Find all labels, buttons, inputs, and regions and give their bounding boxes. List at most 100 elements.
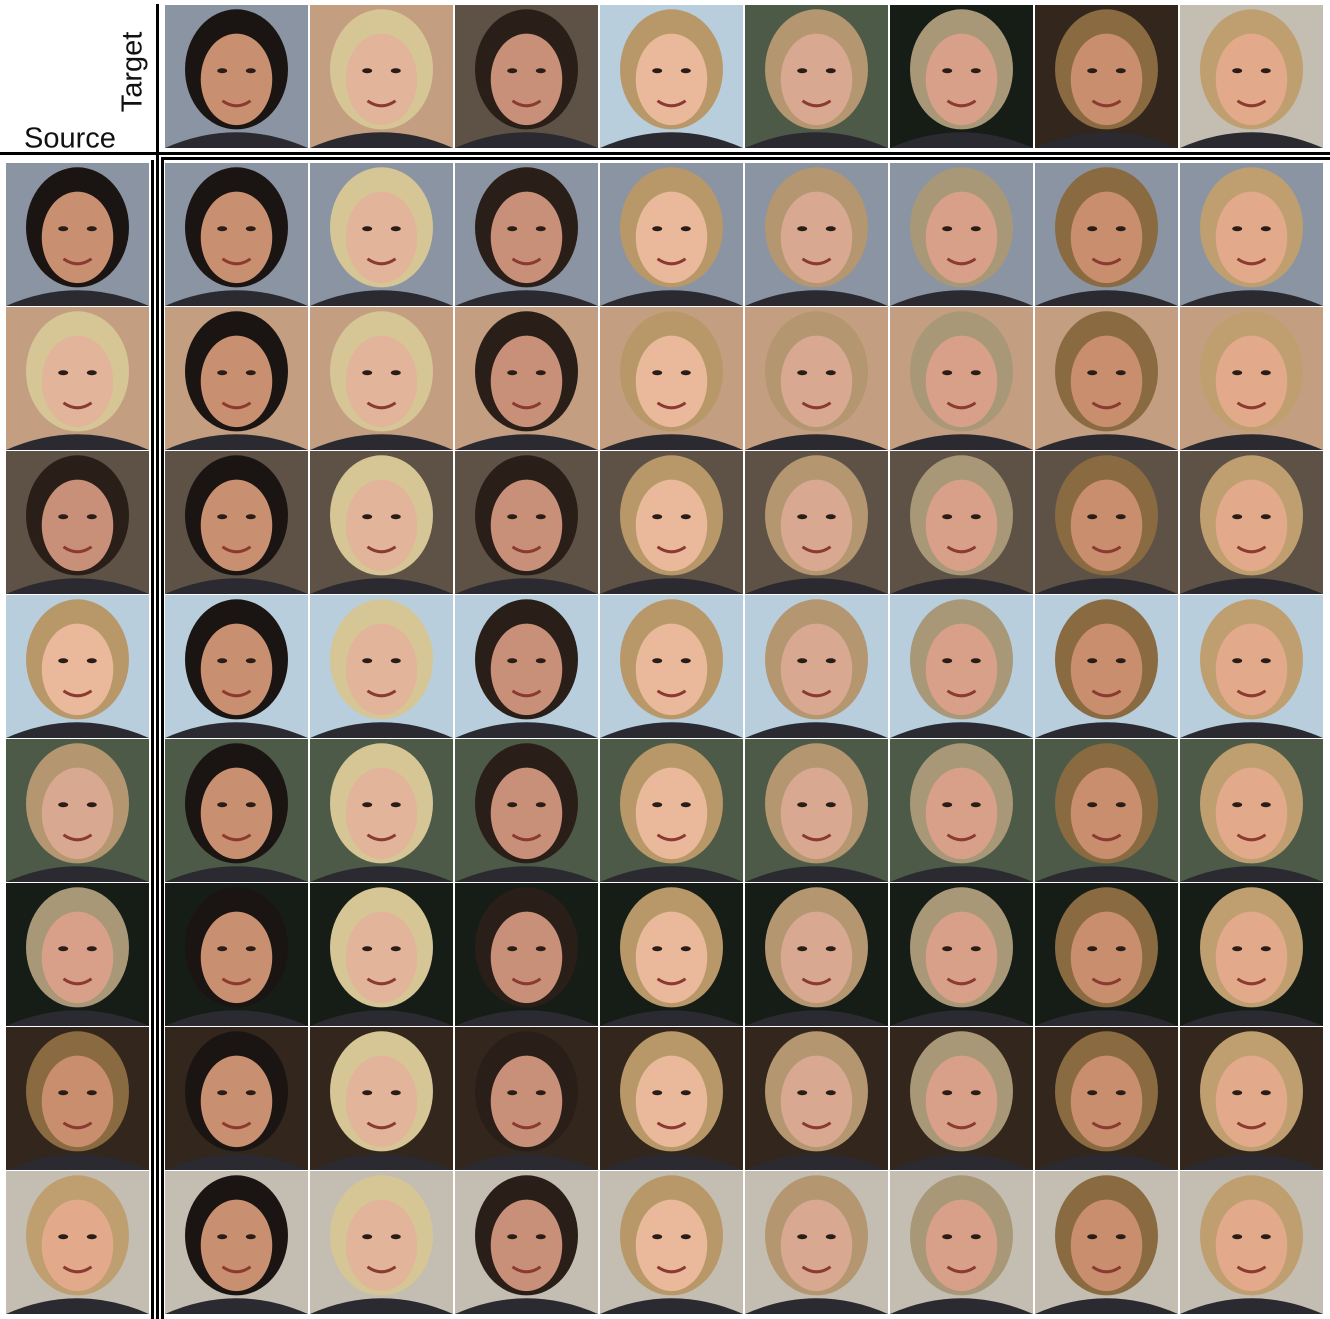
face [42, 336, 114, 428]
eye [797, 1090, 807, 1095]
face [636, 192, 708, 284]
eye [826, 1090, 836, 1095]
face-image [455, 307, 598, 450]
face-image [745, 1027, 888, 1170]
face [636, 34, 708, 126]
face-image [6, 739, 149, 882]
eye [217, 946, 227, 951]
face-image [455, 5, 598, 148]
eye [1087, 514, 1097, 519]
face [201, 1200, 273, 1292]
face-image [890, 1027, 1033, 1170]
eye [1232, 802, 1242, 807]
face [926, 34, 998, 126]
face [1216, 912, 1288, 1004]
eye [391, 514, 401, 519]
face [346, 1056, 418, 1148]
face-image [745, 739, 888, 882]
eye [58, 226, 68, 231]
face-image [310, 1171, 453, 1314]
eye [536, 1090, 546, 1095]
face [491, 768, 563, 860]
face-image [455, 1027, 598, 1170]
face-image [890, 883, 1033, 1026]
divider-vertical [161, 160, 164, 1319]
face-image [1035, 307, 1178, 450]
eye [1087, 946, 1097, 951]
eye [536, 226, 546, 231]
eye [246, 1090, 256, 1095]
eye [58, 658, 68, 663]
face-image [6, 1027, 149, 1170]
eye [391, 946, 401, 951]
face [346, 480, 418, 572]
eye [87, 514, 97, 519]
face [201, 912, 273, 1004]
eye [1116, 514, 1126, 519]
face-image [310, 1027, 453, 1170]
eye [1116, 1090, 1126, 1095]
eye [58, 514, 68, 519]
face-image [1180, 595, 1323, 738]
face-image [6, 595, 149, 738]
eye [1261, 514, 1271, 519]
eye [507, 1234, 517, 1239]
face [926, 1200, 998, 1292]
eye [1087, 68, 1097, 73]
eye [797, 946, 807, 951]
eye [652, 1090, 662, 1095]
eye [391, 658, 401, 663]
eye [246, 68, 256, 73]
face [42, 912, 114, 1004]
eye [1232, 1090, 1242, 1095]
eye [681, 514, 691, 519]
face-image [1035, 1027, 1178, 1170]
face-image [455, 883, 598, 1026]
eye [536, 68, 546, 73]
face [346, 336, 418, 428]
face-image [165, 739, 308, 882]
eye [1261, 370, 1271, 375]
eye [1116, 370, 1126, 375]
face [1071, 336, 1143, 428]
face [781, 624, 853, 716]
face [1216, 768, 1288, 860]
face [1216, 34, 1288, 126]
eye [217, 658, 227, 663]
face [1071, 624, 1143, 716]
eye [1232, 1234, 1242, 1239]
face [781, 768, 853, 860]
eye [246, 370, 256, 375]
eye [797, 226, 807, 231]
divider-horizontal [161, 157, 1330, 160]
eye [1232, 370, 1242, 375]
eye [652, 1234, 662, 1239]
eye [1232, 226, 1242, 231]
face-image [310, 307, 453, 450]
face [781, 336, 853, 428]
face [926, 1056, 998, 1148]
eye [87, 658, 97, 663]
eye [362, 802, 372, 807]
eye [536, 946, 546, 951]
eye [652, 514, 662, 519]
face [1216, 192, 1288, 284]
eye [1087, 658, 1097, 663]
face [926, 912, 998, 1004]
source-label: Source [24, 123, 116, 155]
face-image [310, 739, 453, 882]
eye [246, 514, 256, 519]
eye [87, 1090, 97, 1095]
eye [681, 370, 691, 375]
face-image [6, 1171, 149, 1314]
face [781, 480, 853, 572]
eye [971, 370, 981, 375]
face-image [600, 451, 743, 594]
face-image [890, 5, 1033, 148]
face-image [745, 451, 888, 594]
eye [217, 514, 227, 519]
eye [391, 68, 401, 73]
face-image [1035, 739, 1178, 882]
face-image [165, 1027, 308, 1170]
face-image [455, 451, 598, 594]
